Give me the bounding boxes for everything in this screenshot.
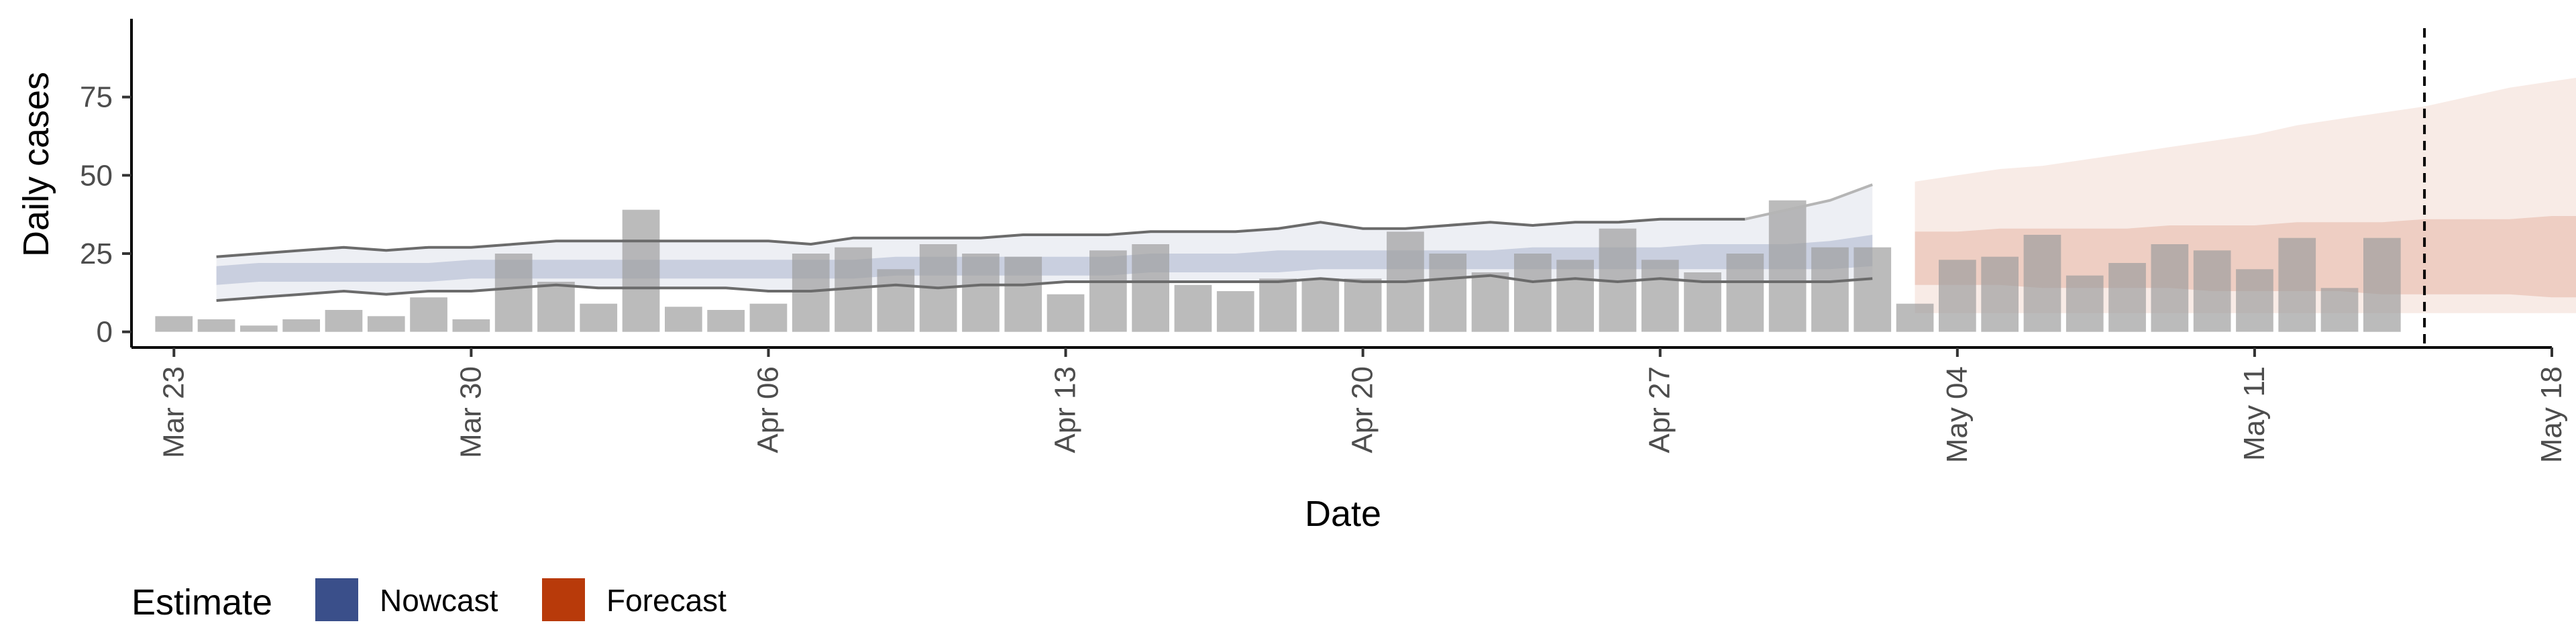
case-bar: [1344, 278, 1382, 332]
case-bar: [1896, 303, 1934, 332]
case-bar: [1216, 291, 1254, 332]
case-bar: [962, 254, 1000, 332]
x-tick-label: Mar 30: [454, 366, 487, 458]
forecast-outer-band: [1915, 78, 2576, 313]
x-tick-label: Mar 23: [157, 366, 190, 458]
y-tick-label: 50: [80, 159, 113, 192]
case-bar: [1811, 247, 1849, 332]
case-bar: [2065, 275, 2104, 332]
case-bar: [1641, 260, 1679, 332]
nowcast-upper-line: [216, 217, 1746, 258]
legend-label-nowcast: Nowcast: [380, 583, 498, 618]
case-bar: [877, 269, 915, 332]
case-bar: [2023, 235, 2061, 332]
legend-swatch-nowcast: [315, 578, 358, 621]
case-bar: [1301, 278, 1340, 332]
case-bar: [1471, 272, 1509, 332]
case-bar: [1726, 254, 1764, 332]
case-bar: [367, 316, 405, 332]
case-bar: [240, 325, 278, 332]
case-bar: [537, 282, 575, 332]
x-tick-label: May 18: [2535, 366, 2568, 463]
case-bar: [2363, 237, 2401, 332]
case-bar: [2278, 237, 2316, 332]
y-axis-ticks: 0 25 50 75: [80, 81, 131, 349]
case-bar: [707, 310, 745, 332]
x-tick-label: May 11: [2238, 366, 2271, 461]
x-tick-label: May 04: [1941, 366, 1974, 463]
case-bar: [282, 319, 320, 332]
legend-label-forecast: Forecast: [606, 583, 727, 618]
y-tick-label: 0: [97, 316, 113, 349]
nowcast-outer-lines: [216, 183, 1873, 302]
case-bar: [1089, 250, 1127, 332]
case-bar: [580, 303, 618, 332]
case-bar: [2108, 263, 2146, 332]
case-bar: [622, 209, 660, 332]
case-bar: [1768, 200, 1807, 332]
case-bar: [1429, 254, 1467, 332]
x-tick-label: Apr 27: [1644, 366, 1676, 453]
case-bar: [1939, 260, 1976, 332]
y-tick-label: 75: [80, 81, 113, 114]
case-bar: [2151, 244, 2189, 332]
case-bar: [197, 319, 235, 332]
case-bar: [1046, 294, 1085, 332]
nowcast-lower-line: [216, 274, 1873, 302]
x-tick-label: Apr 20: [1346, 366, 1379, 453]
case-bar: [1514, 254, 1552, 332]
case-bar: [2236, 269, 2273, 332]
case-bar: [1174, 284, 1212, 332]
x-tick-label: Apr 06: [752, 366, 785, 453]
case-bar: [2320, 288, 2359, 332]
legend-title: Estimate: [131, 582, 272, 623]
case-bar: [452, 319, 490, 332]
case-bar: [494, 254, 533, 332]
y-axis-title: Daily cases: [16, 72, 56, 257]
case-bar: [410, 297, 447, 332]
case-bar: [792, 254, 830, 332]
case-bars: [155, 200, 2401, 332]
case-bar: [1004, 256, 1042, 332]
y-tick-label: 25: [80, 237, 113, 270]
case-bar: [1132, 244, 1169, 332]
case-bar: [1981, 256, 2019, 332]
case-bar: [325, 310, 363, 332]
legend: Estimate Nowcast Forecast: [131, 578, 727, 623]
case-bar: [155, 316, 193, 332]
axes: [130, 19, 2552, 349]
case-bar: [1854, 247, 1892, 332]
case-bar: [1259, 278, 1297, 332]
case-bar: [665, 307, 702, 332]
case-bar: [1556, 260, 1594, 332]
x-tick-label: Apr 13: [1049, 366, 1082, 453]
legend-swatch-forecast: [542, 578, 585, 621]
x-axis-ticks: Mar 23 Mar 30 Apr 06 Apr 13 Apr 20 Apr 27 May …: [157, 347, 2568, 463]
case-bar: [749, 303, 788, 332]
x-axis-title: Date: [1305, 494, 1381, 534]
nowcast-upper-line-tail: [1744, 183, 1873, 221]
case-bar: [2193, 250, 2231, 332]
